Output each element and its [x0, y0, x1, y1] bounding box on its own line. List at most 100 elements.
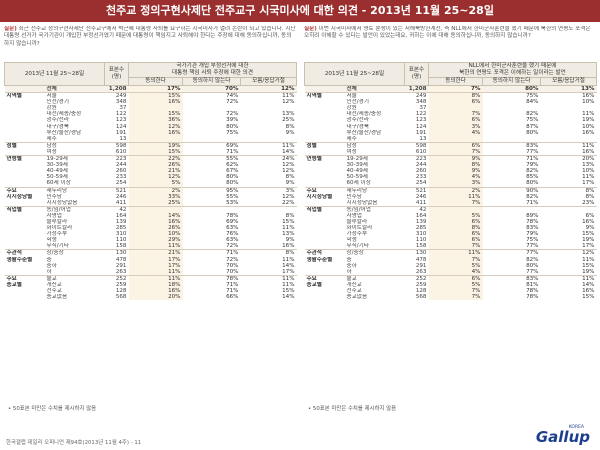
dontknow-value: 16%	[582, 218, 595, 225]
disagree-value: 78%	[226, 212, 239, 219]
segment-label: 지지정당없음	[346, 199, 378, 206]
sample-size: 348	[415, 99, 427, 106]
dontknow-value: 10%	[582, 168, 595, 175]
group-label	[305, 200, 345, 207]
agree-value: 5%	[428, 212, 483, 219]
disagree-value: 72%	[226, 111, 239, 118]
sample-size: 254	[415, 180, 427, 187]
dontknow-value: 17%	[282, 268, 295, 275]
segment-label: 여성	[346, 148, 357, 155]
agree-value: 6%	[428, 231, 483, 238]
sample-size: 291	[415, 262, 427, 269]
agree-value: 5%	[428, 262, 483, 269]
table-row: 성별 남성 598 19% 69% 11%	[4, 141, 297, 149]
table-row: 지역별 서울 249 8% 75% 16%	[304, 92, 597, 100]
total-row: 전체 1,208 7% 80% 13%	[304, 85, 597, 93]
table-row: 무직/기타 158 7% 77% 17%	[305, 243, 597, 250]
table-row: 주관적 상/중상 130 21% 71% 8%	[4, 249, 297, 257]
group-label	[305, 294, 345, 300]
disagree-value: 55%	[182, 155, 241, 163]
group-label: 성별	[4, 141, 45, 149]
sample-size: 1,208	[104, 85, 129, 93]
dontknow-value: 14%	[582, 281, 595, 288]
dontknow-value: 11%	[582, 174, 595, 181]
disagree-value: 71%	[482, 155, 541, 163]
table-row: 제주 13	[305, 135, 597, 143]
disagree-value: 75%	[226, 129, 239, 136]
agree-value: 8%	[428, 92, 483, 100]
group-label: 지역별	[4, 92, 45, 100]
segment-label: 새누리당	[44, 186, 105, 194]
table-row: 60세 이상 254 3% 80% 17%	[305, 180, 597, 187]
dontknow-value: 17%	[582, 180, 595, 187]
segment-label: 자영업	[346, 212, 362, 219]
agree-value: 16%	[128, 99, 183, 106]
dontknow-value: 11%	[282, 225, 295, 232]
disagree-value: 70%	[226, 268, 239, 275]
disagree-value: 82%	[526, 168, 539, 175]
dontknow-value	[540, 205, 597, 213]
sample-size: 249	[404, 92, 429, 100]
segment-label: 중하	[346, 262, 357, 269]
dontknow-value: 11%	[282, 256, 295, 263]
disagree-value: 75%	[482, 92, 541, 100]
sample-size: 244	[115, 162, 127, 169]
dontknow-value: 8%	[285, 174, 295, 181]
agree-value: 5%	[428, 281, 483, 288]
table-row: 종교없음 568 20% 66% 14%	[5, 294, 297, 301]
dontknow-value: 13%	[540, 85, 597, 93]
sample-size: 42	[404, 205, 429, 213]
dontknow-value	[241, 136, 297, 143]
dontknow-value: 10%	[582, 99, 595, 106]
sample-size: 478	[115, 256, 127, 263]
segment-label: 학생	[46, 237, 57, 244]
disagree-value: 87%	[526, 123, 539, 130]
sample-size: 233	[415, 174, 427, 181]
sample-size: 37	[419, 105, 427, 112]
dontknow-value: 25%	[282, 117, 295, 124]
disagree-value: 84%	[526, 99, 539, 106]
segment-label: 불교	[344, 274, 405, 282]
disagree-value: 71%	[226, 148, 239, 155]
table-row: 화이트칼라 285 8% 83% 9%	[305, 225, 597, 232]
table-row: 종교별 개신교 259 18% 71% 11%	[5, 281, 297, 288]
sample-size: 122	[415, 111, 427, 118]
right-panel: 질문) 이번 시국미사에서 영토 분쟁이 있는 서해북방한계선, 즉 NLL에서…	[304, 26, 597, 416]
agree-value: 11%	[128, 243, 183, 250]
agree-value: 17%	[128, 262, 183, 269]
table-row: 직업별 농/임/어업 42	[304, 205, 597, 213]
col-dontknow: 모름/응답거절	[540, 77, 597, 86]
agree-value: 16%	[128, 218, 183, 226]
agree-value: 4%	[428, 174, 483, 181]
segment-label: 상/중상	[344, 249, 405, 257]
group-label: 지역별	[304, 92, 345, 100]
sample-size: 263	[415, 268, 427, 275]
table-row: 인천/경기 348 16% 72% 12%	[5, 99, 297, 106]
agree-value: 8%	[428, 162, 483, 169]
table-row: 블루칼라 139 6% 78% 16%	[305, 218, 597, 226]
sample-size: 158	[115, 243, 127, 250]
dontknow-value: 19%	[582, 117, 595, 124]
group-label: 지지정당별	[6, 193, 33, 200]
disagree-value: 72%	[226, 243, 239, 250]
segment-label: 종교없음	[346, 294, 368, 301]
table-row: 중하 291 17% 70% 14%	[5, 262, 297, 269]
table-row: 제주 13	[5, 135, 297, 143]
disagree-value: 77%	[482, 249, 541, 257]
segment-label: 여성	[46, 148, 57, 155]
dontknow-value: 16%	[582, 148, 595, 155]
dontknow-value: 9%	[285, 180, 295, 187]
segment-label: 종교없음	[46, 294, 68, 301]
table-row: 주요 불교 252 11% 78% 11%	[4, 274, 297, 282]
dontknow-value: 16%	[282, 243, 295, 250]
table-row: 학생 110 6% 75% 19%	[305, 237, 597, 244]
agree-value: 7%	[428, 85, 483, 93]
agree-value: 9%	[428, 168, 483, 175]
table-row: 천주교 128 16% 71% 15%	[5, 288, 297, 295]
agree-value: 7%	[428, 288, 483, 295]
sample-size: 285	[415, 225, 427, 232]
left-table: 2013년 11월 25~28일 표본수 (명) 국가기관 개입 부정선거에 대…	[4, 62, 298, 301]
group-label	[5, 200, 45, 207]
sample-size: 130	[404, 249, 429, 257]
